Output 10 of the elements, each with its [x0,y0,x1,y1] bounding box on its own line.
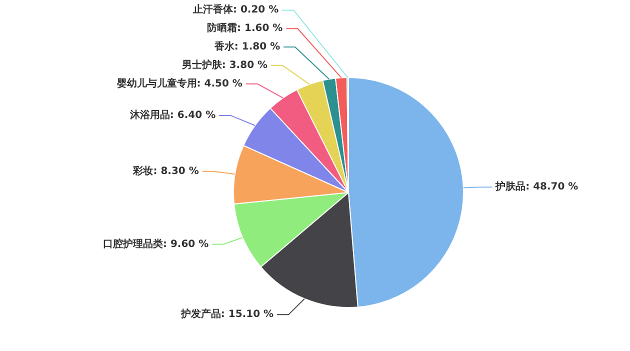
slice-label: 止汗香体: 0.20 % [192,4,279,16]
slice-label: 香水: 1.80 % [213,40,280,53]
slice-label: 防晒霜: 1.60 % [207,22,283,34]
slice-label: 护发产品: 15.10 % [180,308,274,320]
slice-label: 男士护肤: 3.80 % [180,58,268,71]
slice-label: 护肤品: 48.70 % [494,180,578,193]
slice-label: 口腔护理品类: 9.60 % [102,238,209,250]
slice-label: 彩妆: 8.30 % [132,164,199,177]
slice-label: 沐浴用品: 6.40 % [128,108,216,121]
slice-label: 婴幼儿与儿童专用: 4.50 % [116,77,242,90]
